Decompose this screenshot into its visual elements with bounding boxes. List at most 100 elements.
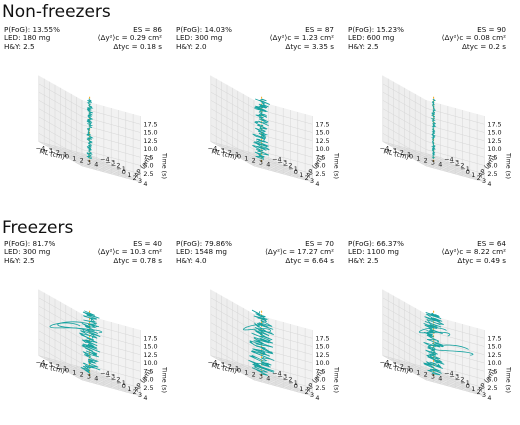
y-tick-label: 0 <box>466 382 470 390</box>
y-tick-label: 4 <box>315 394 319 402</box>
z-tick-label: 12.5 <box>487 137 501 145</box>
z-tick-label: 10.0 <box>487 145 501 153</box>
wall-grid-line <box>38 314 141 355</box>
x-tick-label: −4 <box>36 359 45 367</box>
floor-grid-line <box>54 364 114 381</box>
z-tick-label: 5.0 <box>143 162 153 170</box>
es-label: ES = 40 <box>133 239 162 248</box>
wall-grid-line <box>210 305 313 347</box>
chart-panel-4: P(FoG): 81.7% LED: 300 mg H&Y: 2.5 ES = … <box>0 239 172 425</box>
y-tick-label: −1 <box>116 379 125 387</box>
z-tick-label: 7.5 <box>487 367 497 375</box>
plot3d-svg: −4−3−2−10 1 2 3 443210−1−2−3−42.55.07.510.01… <box>36 75 168 188</box>
dt-label: Δtyc = 0.49 s <box>457 255 506 265</box>
z-tick-label: 17.5 <box>143 120 157 128</box>
hy-label: H&Y: 4.0 <box>176 255 207 265</box>
y-tick-label: 2 <box>133 388 137 396</box>
x-tick-label: 3 <box>431 373 435 381</box>
hy-label: H&Y: 2.5 <box>4 41 35 51</box>
x-tick-label: −3 <box>43 361 52 369</box>
chart-panel-6: P(FoG): 66.37% LED: 1100 mg H&Y: 2.5 ES … <box>344 239 516 425</box>
group-title-nonfreezers: Non-freezers <box>2 2 111 22</box>
y-tick-label: −4 <box>272 156 281 164</box>
floor-grid-line <box>415 373 474 391</box>
trajectory-line <box>252 98 271 160</box>
wall-grid-line <box>38 322 141 364</box>
floor-grid-line <box>237 370 297 388</box>
es-label: ES = 64 <box>477 239 506 248</box>
z-tick-label: 5.0 <box>315 376 325 384</box>
x-tick-label: 3 <box>259 159 263 167</box>
wall-grid-line <box>210 124 313 166</box>
floor-grid-line <box>243 373 302 391</box>
wall-grid-line <box>210 338 313 380</box>
led-label: LED: 180 mg <box>4 33 51 43</box>
y-tick-label: −2 <box>283 376 292 384</box>
y-tick-label: 3 <box>138 391 142 399</box>
floor-grid-line <box>248 376 308 394</box>
wall-grid-line <box>382 100 485 141</box>
y-tick-label: 1 <box>299 171 303 179</box>
x-tick-label: 2 <box>424 157 428 165</box>
y-tick-label: −2 <box>283 162 292 170</box>
floor-grid-line <box>398 150 458 167</box>
x-tick-label: 1 <box>416 155 420 163</box>
y-tick-label: 3 <box>482 177 486 185</box>
x-tick-label: 1 <box>244 155 248 163</box>
y-tick-label: −1 <box>288 379 297 387</box>
z-tick-label: 17.5 <box>487 334 501 342</box>
y-tick-label: −4 <box>444 156 453 164</box>
floor-grid-line <box>237 156 297 174</box>
x-tick-label: 1 <box>244 369 248 377</box>
wall-grid-line <box>382 314 485 355</box>
x-tick-label: 3 <box>431 159 435 167</box>
y-tick-label: 4 <box>143 394 147 402</box>
variance-label: ⟨Δy²⟩c = 0.29 cm² <box>97 33 162 43</box>
wall-grid-line <box>38 347 141 388</box>
floor-grid-line <box>409 370 469 388</box>
hy-label: H&Y: 2.5 <box>4 255 35 265</box>
x-tick-label: −1 <box>230 151 239 159</box>
y-tick-label: 0 <box>466 168 470 176</box>
floor-grid-line <box>81 165 141 183</box>
panel-left-annotation: P(FoG): 66.37% LED: 1100 mg H&Y: 2.5 <box>348 239 404 265</box>
wall-grid-line <box>382 322 485 364</box>
z-tick-label: 10.0 <box>315 145 329 153</box>
y-tick-label: 1 <box>127 171 131 179</box>
wall-grid-line <box>210 116 313 158</box>
wall-grid-line <box>38 116 141 158</box>
wall-grid-line <box>210 297 313 339</box>
z-tick-label: 17.5 <box>315 120 329 128</box>
z-tick-label: 2.5 <box>487 170 497 178</box>
es-label: ES = 70 <box>305 239 334 248</box>
wall-grid-line <box>38 91 141 133</box>
wall-grid-line <box>382 91 485 133</box>
wall-grid-line <box>210 100 313 141</box>
panel-left-annotation: P(FoG): 13.55% LED: 180 mg H&Y: 2.5 <box>4 25 60 51</box>
wall-grid-line <box>382 83 485 125</box>
y-tick-label: −3 <box>278 373 287 381</box>
wall-grid-line <box>38 133 141 174</box>
x-tick-label: 4 <box>94 161 98 169</box>
x-tick-label: −4 <box>208 359 217 367</box>
x-tick-label: 3 <box>87 373 91 381</box>
wall-grid-line <box>382 347 485 388</box>
x-tick-label: 1 <box>416 369 420 377</box>
floor-grid-line <box>415 159 474 177</box>
panel-right-annotation: ES = 90 ⟨Δy²⟩c = 0.08 cm² Δtyc = 0.2 s <box>442 25 506 51</box>
y-tick-label: −2 <box>455 162 464 170</box>
z-tick-label: 17.5 <box>487 120 501 128</box>
floor-grid-line <box>65 156 125 174</box>
trajectory-loop <box>49 322 85 333</box>
y-tick-label: 2 <box>305 174 309 182</box>
z-tick-label: 2.5 <box>315 384 325 392</box>
x-tick-label: 1 <box>72 369 76 377</box>
z-tick-label: 5.0 <box>143 376 153 384</box>
floor-grid-line <box>226 150 286 167</box>
z-tick-label: 15.0 <box>487 129 501 137</box>
z-tick-label: 7.5 <box>143 153 153 161</box>
y-tick-label: −2 <box>455 376 464 384</box>
hy-label: H&Y: 2.0 <box>176 41 207 51</box>
y-tick-label: 3 <box>310 177 314 185</box>
y-tick-label: 4 <box>143 180 147 188</box>
